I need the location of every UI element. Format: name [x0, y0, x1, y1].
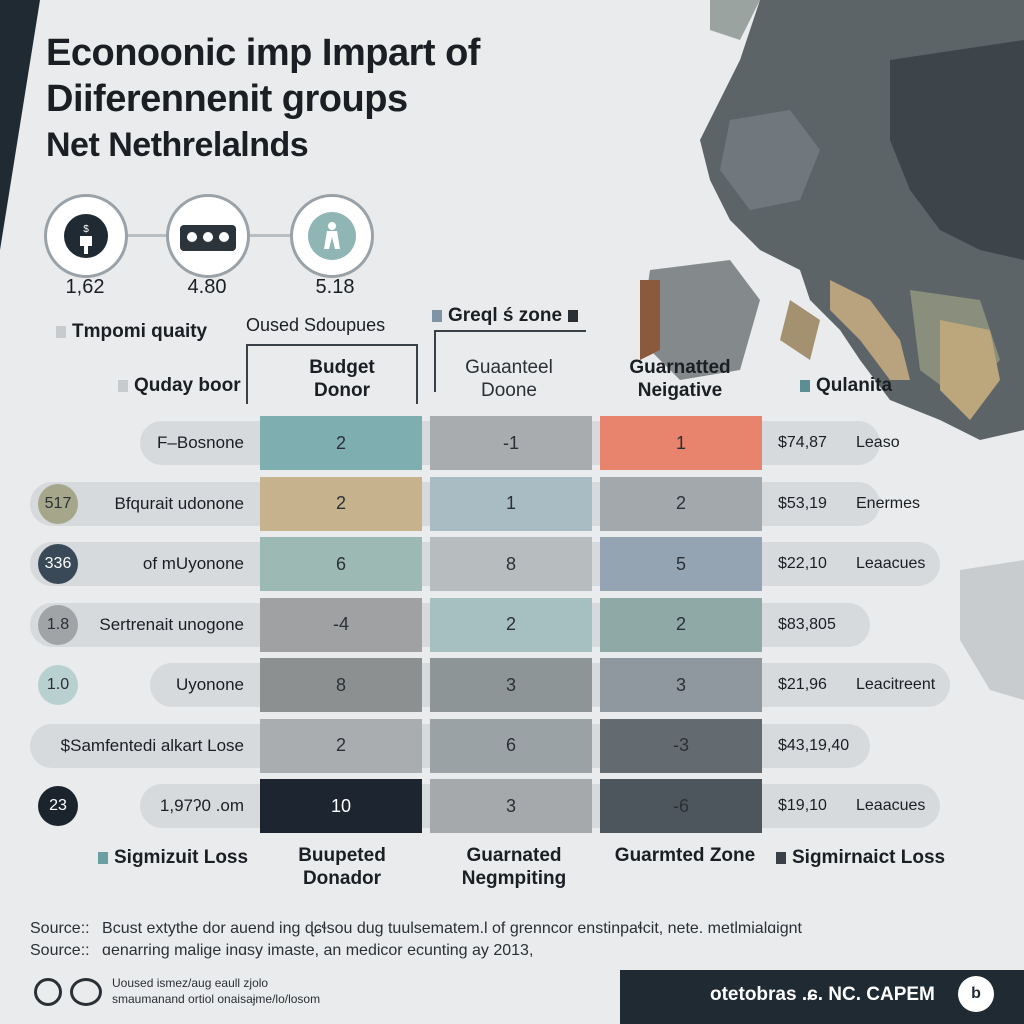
table-cell: 1 [600, 416, 762, 470]
header-bracket [246, 344, 418, 404]
row-amount: $74,87 [778, 434, 827, 451]
small-note-2: smaumanand ortiol onaisaɉme/lo/losom [112, 992, 321, 1006]
header-bracket [434, 330, 586, 392]
header-greql: Greql ś zone [432, 304, 584, 327]
header-qualanita: Qulanita [800, 374, 892, 397]
stat-value-1: 1,62 [65, 276, 105, 298]
table-cell: 6 [430, 718, 592, 773]
table-cell: 8 [260, 658, 422, 712]
row-label: 1,97ʔ0 .om [159, 796, 244, 815]
person-icon [290, 194, 374, 278]
header-oused: Oused Sdoupues [246, 315, 386, 335]
legend-right-bottom: Sigmirnaict Loss [776, 846, 945, 869]
title-line-1: Econoonic imp Impart of [46, 32, 480, 74]
table-cell: 3 [430, 779, 592, 833]
row-amount-label: Leaacues [856, 555, 926, 572]
column-header-budget-donor: Budget Donor [309, 357, 375, 401]
small-note-1: Uoused ismez/aug eaull zjolo [112, 976, 269, 990]
row-badge: 1.8 [38, 604, 78, 645]
row-amount: $19,10 [778, 797, 827, 814]
row-label: of mUyonone [142, 554, 244, 573]
table-cell: 3 [600, 658, 762, 712]
table-cell: -3 [600, 718, 762, 773]
row-label: Uyonone [175, 675, 244, 694]
stat-value-3: 5.18 [315, 276, 355, 298]
header-tmpomi: Tmpomi quaity [56, 320, 207, 343]
stat-connector [124, 234, 168, 237]
brand-name: otetobras .ɕ. NC. CAPEM [710, 984, 935, 1005]
table-cell: 2 [430, 597, 592, 652]
license-icon [34, 978, 62, 1006]
row-amount-label: Leaacues [856, 797, 926, 814]
column-header-guaranteed-negative: Guarnatted Neigative [629, 357, 731, 401]
title-line-2: Diiferennenit groups [46, 78, 408, 120]
row-badge: 23 [38, 786, 78, 826]
person-dollar-icon: $ [44, 194, 128, 278]
svg-text:$: $ [83, 224, 89, 235]
table-cell: 2 [600, 476, 762, 531]
stat-connector [248, 234, 292, 237]
row-badge: 336 [38, 544, 78, 584]
column-header-guaranteed-donor: Guaanteel Doone [465, 357, 553, 401]
brand-icon: b [958, 976, 994, 1012]
row-label: Sertrenait unogone [99, 614, 244, 634]
stat-value-2: 4.80 [187, 276, 227, 298]
header-quday: Quday boor [118, 374, 241, 397]
row-amount: $43,19,40 [778, 736, 850, 754]
table-cell: 6 [260, 537, 422, 591]
brand-bar [620, 970, 1024, 1024]
table-cell: 8 [430, 537, 592, 591]
source-line-2: Source:: ɑenarring malige inɑsy imaste, … [30, 942, 534, 959]
license-icon [70, 978, 102, 1006]
row-amount: $53,19 [778, 494, 827, 512]
table-cell: 10 [260, 779, 422, 833]
table-cell: -4 [260, 597, 422, 652]
column-footer-zone: Guarmted Zone [614, 845, 756, 866]
chart-title: Econoonic imp Impart of Diiferennenit gr… [46, 30, 480, 168]
group-people-icon [166, 194, 250, 278]
title-line-3: Net Nethrelalnds [46, 126, 309, 164]
table-cell: -1 [430, 416, 592, 470]
table-cell: 3 [430, 658, 592, 712]
table-cell: -6 [600, 779, 762, 833]
row-amount-label: Leaso [856, 434, 900, 451]
row-amount: $21,96 [778, 676, 827, 693]
table-cell: 2 [260, 718, 422, 773]
row-label: $Samfentedi alkart Lose [60, 735, 244, 755]
row-amount: $22,10 [778, 555, 827, 572]
table-cell: 5 [600, 537, 762, 591]
row-badge: 1.0 [38, 665, 78, 705]
corner-decoration [0, 0, 40, 250]
table-cell: 2 [600, 597, 762, 652]
table-cell: 2 [260, 476, 422, 531]
europe-map [640, 0, 1024, 700]
row-label: Bfqurait udonone [114, 493, 245, 513]
legend-left-bottom: Sigmizuit Loss [98, 846, 248, 869]
row-amount-label: Leacitreent [856, 676, 936, 693]
row-label: F–Bosnone [157, 433, 244, 452]
table-cell: 2 [260, 416, 422, 470]
column-footer-budget-donor: Buupeted Donador [298, 845, 386, 889]
column-footer-guaranteed: Guarnated Negmpiting [461, 845, 567, 889]
source-line-1: Source:: Bcust extythe dor auend ing ɖɕɬ… [30, 920, 802, 937]
row-amount-label: Enermes [856, 494, 921, 512]
row-badge: 517 [38, 483, 78, 524]
table-cell: 1 [430, 476, 592, 531]
row-amount: $83,805 [778, 615, 836, 633]
